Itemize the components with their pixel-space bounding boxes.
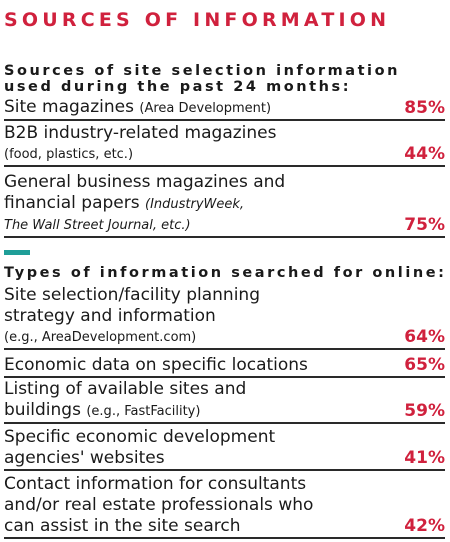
percentage-value: 65% [404, 355, 445, 375]
percentage-value: 85% [404, 98, 445, 118]
list-item-economic-development-agencies: Specific economic development agencies' … [4, 427, 445, 471]
percentage-value: 75% [404, 215, 445, 235]
list-item-available-sites: Listing of available sites and buildings… [4, 379, 445, 424]
row-label: Site selection/facility planning [4, 285, 260, 305]
page-title: SOURCES OF INFORMATION [4, 9, 391, 31]
list-item-site-selection-planning: Site selection/facility planning strateg… [4, 285, 445, 350]
row-sublabel: (food, plastics, etc.) [4, 147, 134, 162]
row-label: Site magazines (Area Development) [4, 97, 272, 117]
row-label-line2: agencies' websites [4, 448, 165, 468]
percentage-value: 42% [404, 516, 445, 536]
row-label-line3: can assist in the site search [4, 516, 241, 536]
section1-heading-line1: Sources of site selection information [4, 63, 400, 79]
row-label: Economic data on specific locations [4, 355, 308, 375]
row-label-line2: and/or real estate professionals who [4, 495, 314, 515]
list-item-b2b-magazines: B2B industry-related magazines (food, pl… [4, 123, 445, 167]
percentage-value: 41% [404, 448, 445, 468]
row-label-line2: strategy and information [4, 306, 216, 326]
row-label-line2: financial papers (IndustryWeek, [4, 193, 245, 213]
list-item-economic-data: Economic data on specific locations 65% [4, 355, 445, 378]
list-item-contact-information: Contact information for consultants and/… [4, 474, 445, 539]
percentage-value: 59% [404, 401, 445, 421]
row-label: B2B industry-related magazines [4, 123, 277, 143]
percentage-value: 44% [404, 144, 445, 164]
section1-heading-line2: used during the past 24 months: [4, 79, 352, 95]
row-sublabel: (e.g., AreaDevelopment.com) [4, 330, 197, 345]
row-label: Listing of available sites and [4, 379, 247, 399]
section-divider [4, 250, 30, 255]
row-label: General business magazines and [4, 172, 286, 192]
row-label: Contact information for consultants [4, 474, 307, 494]
list-item-site-magazines: Site magazines (Area Development) 85% [4, 97, 445, 121]
list-item-general-business-magazines: General business magazines and financial… [4, 172, 445, 238]
section2-heading: Types of information searched for online… [4, 265, 447, 281]
percentage-value: 64% [404, 327, 445, 347]
row-label-line2: buildings (e.g., FastFacility) [4, 400, 201, 420]
row-sublabel: The Wall Street Journal, etc.) [4, 218, 191, 233]
row-label: Specific economic development [4, 427, 276, 447]
